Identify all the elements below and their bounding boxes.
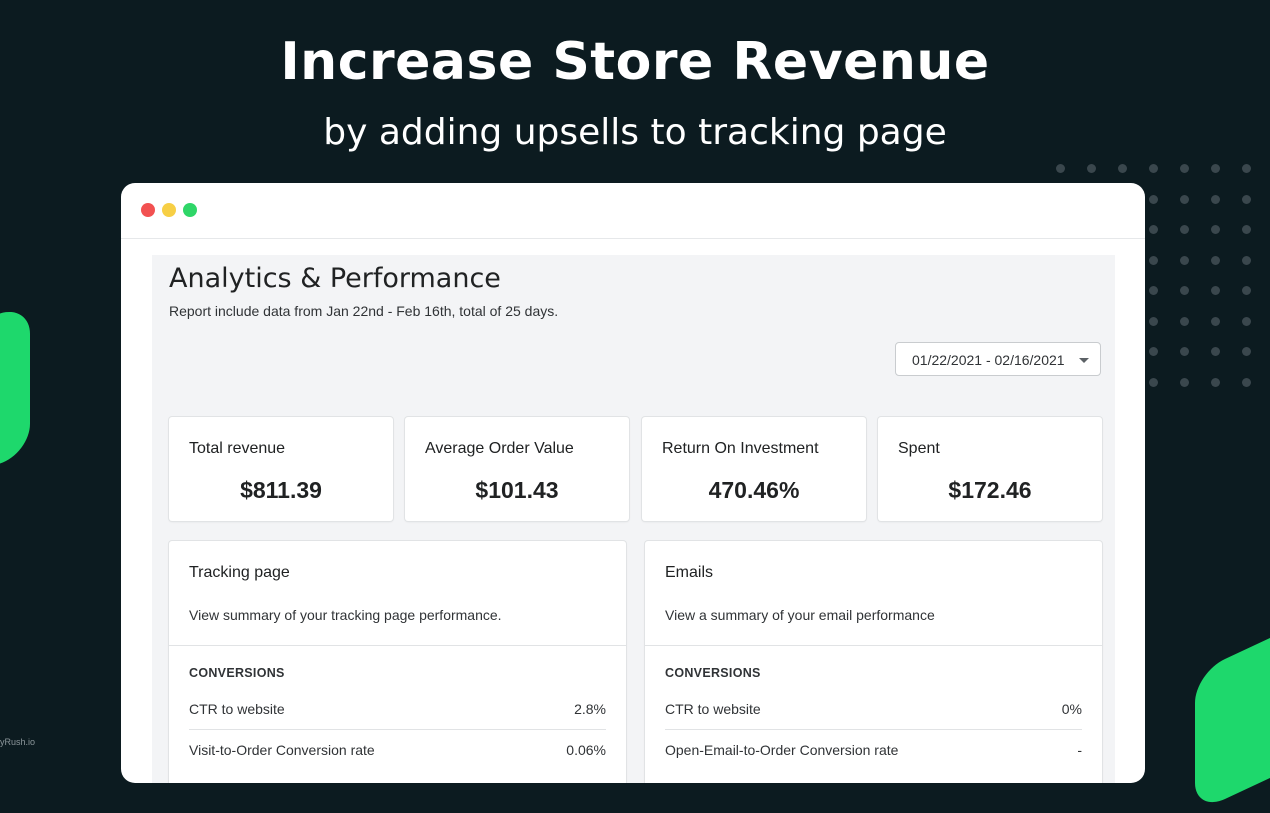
divider	[189, 729, 606, 730]
browser-window: Analytics & Performance Report include d…	[121, 183, 1145, 783]
stat-card-total-revenue: Total revenue $811.39	[169, 417, 393, 521]
stat-card-spent: Spent $172.46	[878, 417, 1102, 521]
stat-value: $172.46	[948, 477, 1032, 503]
panel-description: View summary of your tracking page perfo…	[189, 607, 502, 623]
dot-decoration	[1211, 194, 1220, 204]
date-range-value: 01/22/2021 - 02/16/2021	[912, 352, 1065, 368]
date-range-select[interactable]: 01/22/2021 - 02/16/2021	[895, 342, 1101, 376]
stat-label: Total revenue	[189, 440, 286, 457]
dot-decoration	[1149, 286, 1158, 295]
panel-title: Tracking page	[189, 564, 290, 581]
metric-value: 0%	[1061, 701, 1082, 717]
page-description: Report include data from Jan 22nd - Feb …	[169, 303, 559, 319]
dot-decoration	[1242, 164, 1251, 173]
dot-decoration	[1149, 164, 1158, 173]
hero-subtitle: by adding upsells to tracking page	[323, 112, 947, 153]
panel-title: Emails	[665, 564, 714, 581]
metric-value: 0.06%	[566, 742, 606, 758]
emails-panel: Emails View a summary of your email perf…	[645, 541, 1102, 783]
dot-decoration	[1180, 347, 1189, 356]
analytics-page: Analytics & Performance Report include d…	[152, 255, 1115, 783]
dot-decoration	[1118, 164, 1127, 173]
hero-title: Increase Store Revenue	[280, 32, 990, 92]
dot-decoration	[1211, 316, 1220, 326]
dot-decoration	[1211, 255, 1220, 265]
dot-decoration	[1242, 255, 1251, 265]
green-shape-decoration	[1195, 617, 1270, 813]
stat-label: Spent	[898, 440, 940, 457]
stat-card-return-on-investment: Return On Investment 470.46%	[642, 417, 866, 521]
stat-label: Average Order Value	[425, 440, 574, 457]
dot-decoration	[1211, 164, 1220, 173]
dot-decoration	[1149, 347, 1158, 356]
metric-row: Open-Email-to-Order Conversion rate -	[665, 742, 1082, 766]
dot-decoration	[1211, 377, 1220, 387]
dot-decoration	[1242, 377, 1251, 387]
stat-label: Return On Investment	[662, 440, 819, 457]
divider	[665, 729, 1082, 730]
stat-value: $101.43	[475, 477, 559, 503]
metric-label: CTR to website	[665, 701, 761, 717]
dot-decoration	[1211, 286, 1220, 295]
dot-decoration	[1242, 225, 1251, 234]
divider	[169, 645, 626, 646]
maximize-window-icon[interactable]	[183, 203, 197, 217]
metric-row: CTR to website 2.8%	[189, 701, 606, 725]
dot-decoration	[1149, 255, 1158, 265]
watermark: yRush.io	[0, 737, 36, 747]
stat-value: 470.46%	[708, 477, 800, 503]
metric-label: Open-Email-to-Order Conversion rate	[665, 742, 899, 758]
stat-card-average-order-value: Average Order Value $101.43	[405, 417, 629, 521]
chevron-down-icon	[1079, 358, 1089, 363]
dot-decoration	[1056, 164, 1065, 173]
dot-decoration	[1149, 194, 1158, 204]
page-title: Analytics & Performance	[169, 263, 501, 294]
metric-label: Visit-to-Order Conversion rate	[189, 742, 375, 758]
dot-decoration	[1242, 347, 1251, 356]
dot-decoration	[1242, 316, 1251, 326]
dot-decoration	[1087, 164, 1096, 173]
stat-value: $811.39	[240, 477, 322, 503]
dot-decoration	[1180, 225, 1189, 234]
dot-decoration	[1180, 255, 1189, 265]
metric-row: Visit-to-Order Conversion rate 0.06%	[189, 742, 606, 766]
dot-decoration	[1180, 377, 1189, 387]
dot-decoration	[1180, 316, 1189, 326]
dot-decoration	[1180, 194, 1189, 204]
dot-decoration	[1242, 286, 1251, 295]
metric-label: CTR to website	[189, 701, 285, 717]
dot-decoration	[1149, 316, 1158, 326]
minimize-window-icon[interactable]	[162, 203, 176, 217]
dot-decoration	[1211, 347, 1220, 356]
metric-value: 2.8%	[574, 701, 606, 717]
dot-decoration	[1211, 225, 1220, 234]
metric-row: CTR to website 0%	[665, 701, 1082, 725]
dot-decoration	[1180, 164, 1189, 173]
section-heading: CONVERSIONS	[189, 666, 285, 680]
dot-decoration	[1149, 377, 1158, 387]
metric-value: -	[1077, 742, 1082, 758]
divider	[645, 645, 1102, 646]
green-shape-decoration	[0, 303, 30, 487]
dot-decoration	[1242, 194, 1251, 204]
section-heading: CONVERSIONS	[665, 666, 761, 680]
window-titlebar	[121, 183, 1145, 239]
close-window-icon[interactable]	[141, 203, 155, 217]
panel-description: View a summary of your email performance	[665, 607, 935, 623]
tracking-page-panel: Tracking page View summary of your track…	[169, 541, 626, 783]
dot-decoration	[1180, 286, 1189, 295]
dot-decoration	[1149, 225, 1158, 234]
